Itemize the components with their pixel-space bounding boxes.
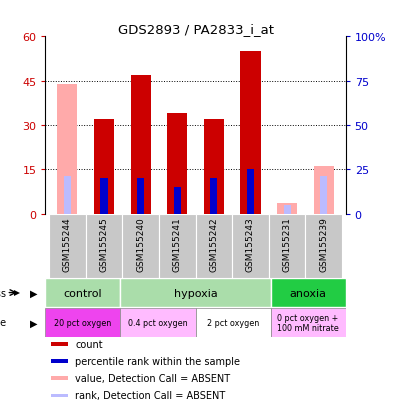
Bar bbox=[271, 309, 346, 337]
Bar bbox=[320, 177, 327, 214]
Text: 20 pct oxygen: 20 pct oxygen bbox=[55, 318, 111, 327]
Text: count: count bbox=[75, 339, 103, 349]
Text: dose: dose bbox=[0, 318, 6, 328]
Text: 0 pct oxygen +
100 mM nitrate: 0 pct oxygen + 100 mM nitrate bbox=[277, 313, 339, 332]
Bar bbox=[314, 167, 334, 214]
Bar bbox=[247, 170, 254, 214]
Bar bbox=[64, 177, 71, 214]
Bar bbox=[51, 359, 68, 363]
Text: stress: stress bbox=[0, 288, 6, 298]
Bar bbox=[51, 394, 68, 397]
Text: GSM155243: GSM155243 bbox=[246, 217, 255, 271]
Text: GSM155231: GSM155231 bbox=[282, 217, 292, 271]
Text: GSM155239: GSM155239 bbox=[319, 217, 328, 271]
Bar bbox=[277, 204, 297, 214]
Bar bbox=[122, 214, 159, 278]
Bar bbox=[204, 120, 224, 214]
Bar bbox=[159, 214, 196, 278]
Bar bbox=[210, 179, 217, 214]
Bar bbox=[174, 188, 181, 214]
Bar bbox=[100, 179, 107, 214]
Bar bbox=[271, 278, 346, 307]
Bar bbox=[196, 309, 271, 337]
Text: percentile rank within the sample: percentile rank within the sample bbox=[75, 356, 241, 366]
Text: GSM155240: GSM155240 bbox=[136, 217, 145, 271]
Text: GSM155244: GSM155244 bbox=[63, 217, 72, 271]
Bar bbox=[232, 214, 269, 278]
Bar bbox=[45, 309, 120, 337]
Bar bbox=[45, 278, 120, 307]
Text: GSM155245: GSM155245 bbox=[100, 217, 109, 271]
Bar bbox=[305, 214, 342, 278]
Bar bbox=[137, 179, 144, 214]
Bar bbox=[86, 214, 122, 278]
Bar bbox=[94, 120, 114, 214]
Text: hypoxia: hypoxia bbox=[174, 288, 217, 298]
Bar bbox=[49, 214, 86, 278]
Text: rank, Detection Call = ABSENT: rank, Detection Call = ABSENT bbox=[75, 391, 226, 401]
Bar bbox=[269, 214, 305, 278]
Text: value, Detection Call = ABSENT: value, Detection Call = ABSENT bbox=[75, 373, 231, 383]
Text: GSM155241: GSM155241 bbox=[173, 217, 182, 271]
Bar bbox=[196, 214, 232, 278]
Title: GDS2893 / PA2833_i_at: GDS2893 / PA2833_i_at bbox=[118, 23, 273, 36]
Bar bbox=[51, 377, 68, 380]
Bar bbox=[130, 76, 150, 214]
Bar bbox=[57, 84, 77, 214]
Bar bbox=[120, 278, 271, 307]
Text: ▶: ▶ bbox=[30, 288, 37, 298]
Bar bbox=[167, 114, 187, 214]
Text: 0.4 pct oxygen: 0.4 pct oxygen bbox=[128, 318, 188, 327]
Bar bbox=[241, 52, 261, 214]
Bar bbox=[51, 342, 68, 346]
Text: 2 pct oxygen: 2 pct oxygen bbox=[207, 318, 259, 327]
Text: anoxia: anoxia bbox=[290, 288, 327, 298]
Text: ▶: ▶ bbox=[30, 318, 37, 328]
Text: GSM155242: GSM155242 bbox=[209, 217, 218, 271]
Bar bbox=[120, 309, 196, 337]
Bar bbox=[284, 205, 291, 214]
Text: control: control bbox=[64, 288, 102, 298]
